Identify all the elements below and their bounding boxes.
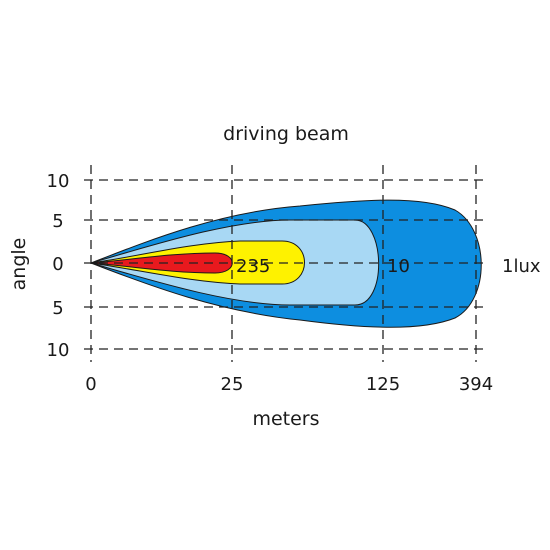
- x-axis-label: meters: [252, 408, 319, 430]
- y-axis-label: angle: [8, 238, 30, 291]
- y-tick-label: 10: [47, 340, 70, 361]
- grid: [84, 165, 484, 362]
- contour-label-10: 10: [387, 256, 410, 277]
- y-tick-label: 5: [52, 211, 63, 232]
- contour-label-1lux: 1lux: [502, 256, 541, 277]
- x-tick-label: 125: [366, 374, 400, 395]
- x-tick-label: 0: [85, 374, 96, 395]
- y-tick-label: 0: [52, 254, 63, 275]
- chart-title: driving beam: [223, 123, 349, 145]
- contour-label-235: 235: [236, 256, 270, 277]
- x-tick-label: 25: [221, 374, 244, 395]
- y-tick-label: 10: [47, 171, 70, 192]
- x-tick-label: 394: [459, 374, 493, 395]
- y-tick-label: 5: [52, 298, 63, 319]
